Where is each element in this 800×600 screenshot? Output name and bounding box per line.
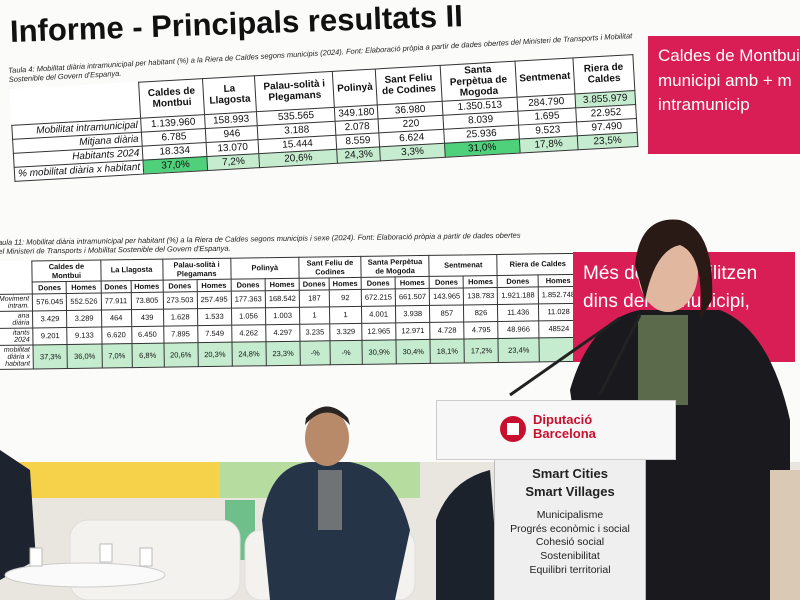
microphone [509, 316, 621, 397]
theme-list: Municipalisme Progrés econòmic i social Co… [495, 509, 645, 577]
stage-stripe [20, 462, 220, 498]
hair [635, 219, 713, 320]
logo [500, 416, 526, 442]
podium: Diputació Barcelona Smart Cities Smart V… [436, 400, 676, 600]
cup [139, 547, 153, 567]
brand-line: Barcelona [533, 426, 596, 442]
table [4, 562, 166, 588]
person [0, 450, 36, 580]
brand-line: Diputació [533, 412, 593, 427]
microphone [598, 314, 642, 396]
theme: Sostenibilitat [540, 550, 600, 563]
callout-line: Caldes de Montbui [658, 46, 800, 65]
callout-line: municipi amb + m [658, 70, 792, 90]
callout-line: dins del municipi, [583, 290, 750, 312]
hair [305, 406, 350, 425]
brand: Diputació Barcelona [533, 412, 596, 442]
podium-title: Smart Villages [525, 483, 615, 499]
logo-mark [507, 423, 519, 435]
person [770, 470, 800, 600]
callout-line: intramunicip [658, 95, 750, 115]
podium-top: Diputació Barcelona [436, 400, 676, 460]
person [262, 462, 410, 600]
theme: Equilibri territorial [529, 563, 611, 576]
theme: Municipalisme [536, 509, 604, 522]
callout: Caldes de Montbui municipi amb + m intramu… [648, 36, 800, 154]
cup [99, 543, 113, 563]
person [436, 470, 500, 600]
armchair [69, 519, 241, 600]
theme: Cohesió social [535, 536, 605, 549]
blouse [638, 315, 688, 405]
theme: Progrés econòmic i social [510, 522, 630, 535]
head [305, 410, 349, 466]
cup [29, 547, 43, 567]
podium-title: Smart Cities [532, 466, 608, 481]
shirt [318, 470, 342, 530]
podium-front: Smart Cities Smart Villages Municipalism… [494, 460, 646, 600]
